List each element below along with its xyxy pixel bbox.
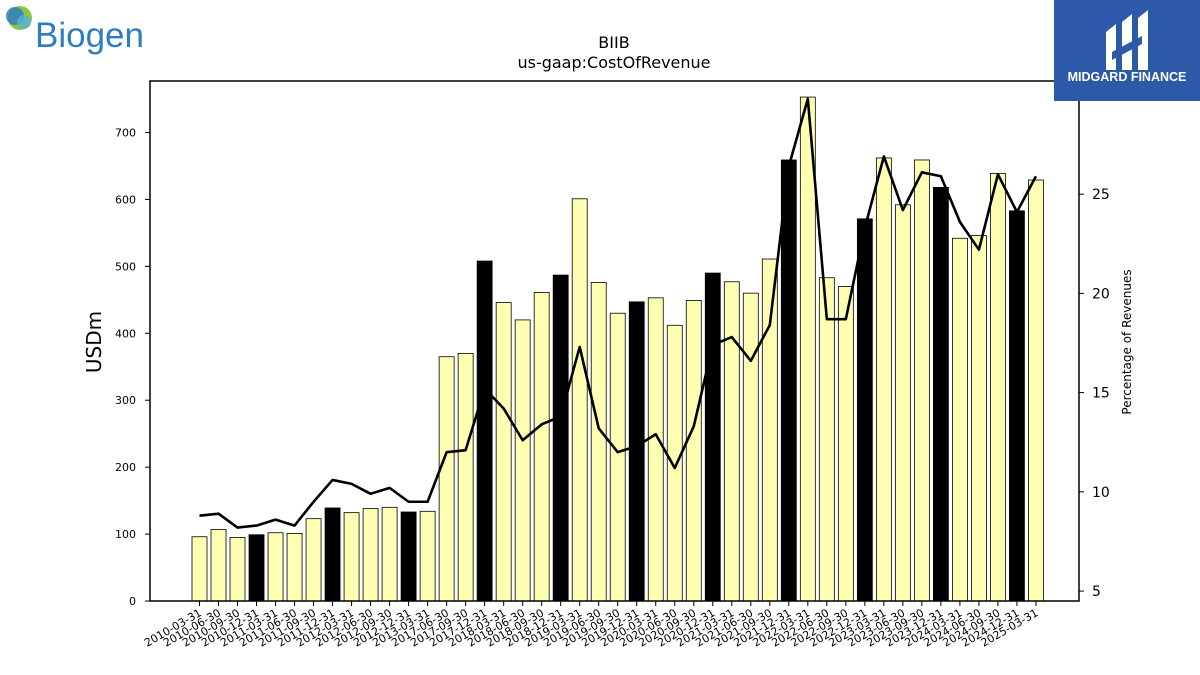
bar-2022-06-30 xyxy=(818,277,835,602)
left-axis: 0 100 200 300 400 500 600 700 xyxy=(115,127,150,608)
bar-2010-06-30 xyxy=(210,528,227,602)
right-axis: 5 10 15 20 25 xyxy=(1079,187,1110,600)
bar-2020-09-30 xyxy=(685,300,702,602)
y-tick-label: 100 xyxy=(115,528,136,541)
bar-2010-12-31 xyxy=(248,534,265,602)
y2-tick-label: 20 xyxy=(1092,286,1110,302)
bar-2022-12-31 xyxy=(856,218,873,602)
biogen-logo: Biogen xyxy=(6,6,144,55)
y2-tick-label: 10 xyxy=(1092,485,1110,501)
bar-2024-09-30 xyxy=(990,172,1006,602)
bar-2023-12-31 xyxy=(932,187,949,602)
y-tick-label: 600 xyxy=(115,193,136,206)
bar-2025-03-31 xyxy=(1028,179,1044,602)
midgard-m-icon xyxy=(1106,10,1148,70)
bar-2011-09-30 xyxy=(305,518,322,602)
bar-2019-12-31 xyxy=(628,301,645,602)
y2-axis-label: Percentage of Revenues xyxy=(1120,269,1134,414)
plot-frame xyxy=(149,80,1080,602)
bar-2018-09-30 xyxy=(533,292,550,602)
bar-2012-12-31 xyxy=(400,511,417,602)
bar-2017-06-30 xyxy=(438,356,455,602)
globe-icon xyxy=(6,6,32,30)
chart-title: BIIB xyxy=(598,33,629,52)
bar-2020-12-31 xyxy=(704,272,721,602)
x-axis: 2010-03-312010-06-302010-09-302010-12-31… xyxy=(142,601,1040,650)
bar-2023-09-30 xyxy=(913,159,930,602)
y-tick-label: 400 xyxy=(115,327,136,340)
percentage-line-layer xyxy=(199,97,1038,529)
midgard-finance-logo: MIDGARD FINANCE xyxy=(1054,0,1200,101)
midgard-logo-text: MIDGARD FINANCE xyxy=(1068,70,1187,84)
bar-2011-06-30 xyxy=(286,533,303,602)
y2-tick-label: 15 xyxy=(1092,386,1110,402)
bar-2017-09-30 xyxy=(457,352,474,602)
biogen-logo-text: Biogen xyxy=(35,16,144,55)
y-tick-label: 0 xyxy=(129,595,136,608)
bar-2010-09-30 xyxy=(229,537,246,602)
bar-2010-03-31 xyxy=(191,536,208,602)
bar-2021-03-31 xyxy=(723,281,740,602)
bar-2023-03-31 xyxy=(875,157,892,602)
bar-2018-12-31 xyxy=(552,274,569,602)
bar-2021-06-30 xyxy=(742,292,759,602)
bar-2019-09-30 xyxy=(609,312,626,602)
bar-2024-06-30 xyxy=(971,235,987,602)
y-tick-label: 200 xyxy=(115,461,136,474)
bar-2020-06-30 xyxy=(666,324,683,602)
bar-2021-12-31 xyxy=(780,159,797,602)
y2-tick-label: 5 xyxy=(1092,584,1101,600)
bar-2012-06-30 xyxy=(362,508,379,602)
bar-2024-03-31 xyxy=(952,237,968,602)
bar-2019-03-31 xyxy=(571,198,588,602)
bar-2011-12-31 xyxy=(324,507,341,602)
bar-2020-03-31 xyxy=(647,297,664,602)
y2-tick-label: 25 xyxy=(1092,187,1110,203)
bar-2017-12-31 xyxy=(476,260,493,602)
bars xyxy=(191,96,1044,602)
bar-2011-03-31 xyxy=(267,532,284,602)
bar-2022-09-30 xyxy=(837,286,854,602)
y-axis-label: USDm xyxy=(82,311,106,373)
y-tick-label: 500 xyxy=(115,260,136,273)
bar-2021-09-30 xyxy=(761,258,778,602)
bar-2018-06-30 xyxy=(514,319,531,602)
y-tick-label: 300 xyxy=(115,394,136,407)
bar-2012-09-30 xyxy=(381,506,398,602)
bar-2012-03-31 xyxy=(343,512,360,602)
bar-2023-06-30 xyxy=(894,204,911,602)
bar-2019-06-30 xyxy=(590,282,607,602)
bar-2018-03-31 xyxy=(495,302,512,602)
percentage-of-revenues-line xyxy=(199,97,1038,529)
y-tick-label: 700 xyxy=(115,127,136,140)
chart-subtitle: us-gaap:CostOfRevenue xyxy=(517,53,710,72)
bar-2013-03-31 xyxy=(419,510,436,602)
bar-2024-12-31 xyxy=(1009,210,1025,602)
